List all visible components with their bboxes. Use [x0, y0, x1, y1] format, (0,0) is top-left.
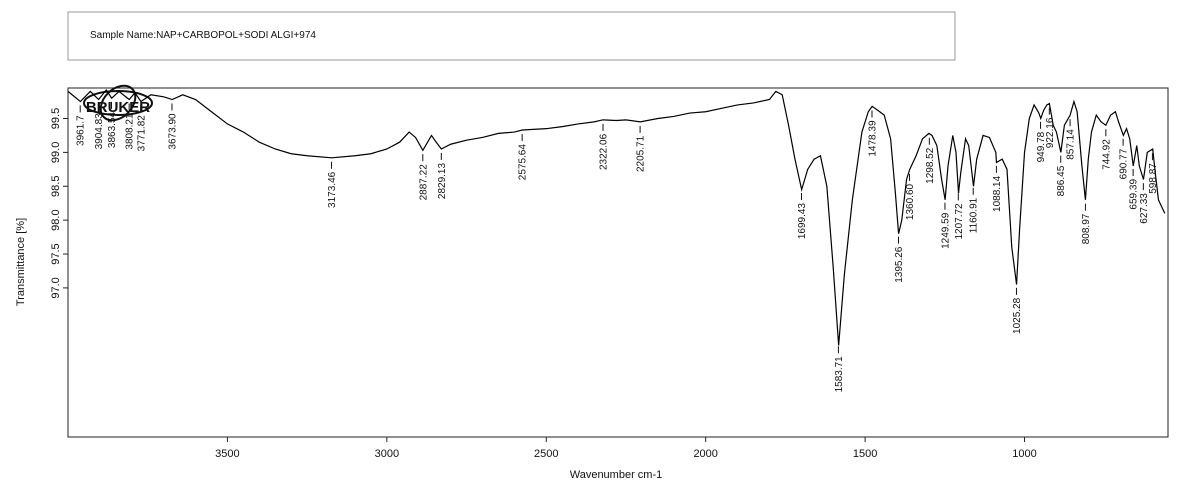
peak-label: 3863.54 [107, 111, 118, 148]
peak-label: 808.97 [1081, 213, 1092, 244]
peak-label: 690.77 [1119, 148, 1130, 179]
y-tick-label: 97.0 [50, 277, 62, 298]
peak-label: 1699.43 [797, 203, 808, 240]
peak-label: 949.78 [1036, 131, 1047, 162]
peak-label: 1395.26 [894, 246, 905, 283]
peak-label: 1298.52 [925, 147, 936, 184]
peak-label: 3808.21 [125, 113, 136, 150]
peak-label: 3771.82 [136, 115, 147, 152]
peak-label: 1207.72 [954, 203, 965, 240]
peak-label: 1360.60 [905, 184, 916, 221]
x-tick-label: 2000 [693, 448, 717, 460]
peak-label: 1249.59 [940, 212, 951, 249]
logo-ring [83, 90, 153, 116]
peak-label: 1583.71 [834, 356, 845, 393]
spectrum-line [67, 89, 1166, 346]
x-axis-label: Wavenumber cm-1 [570, 469, 663, 481]
peak-label: 3961.7 [76, 115, 87, 146]
sample-name: Sample Name:NAP+CARBOPOL+SODI ALGI+974 [90, 30, 316, 41]
peak-label: 744.92 [1101, 139, 1112, 170]
y-tick-label: 99.0 [50, 142, 62, 163]
peak-label: 2887.22 [418, 164, 429, 201]
peak-label: 598.87 [1148, 163, 1159, 194]
peak-label: 3904.83 [94, 113, 105, 150]
peak-label: 627.33 [1139, 193, 1150, 224]
x-tick-label: 3000 [375, 448, 399, 460]
peak-label: 3173.46 [327, 171, 338, 208]
x-tick-label: 2500 [534, 448, 558, 460]
peak-label: 1025.28 [1012, 297, 1023, 334]
plot-frame [67, 87, 1169, 438]
y-axis-label: Transmittance [%] [15, 218, 27, 306]
peak-label: 1160.91 [969, 197, 980, 233]
y-tick-label: 97.5 [50, 243, 62, 264]
peak-label: 659.39 [1129, 179, 1140, 210]
y-tick-label: 98.0 [50, 209, 62, 230]
logo: BRUKER [86, 99, 150, 116]
sample-box [67, 11, 956, 61]
y-tick-label: 98.5 [50, 176, 62, 197]
peak-label: 2205.71 [636, 135, 647, 172]
y-tick-label: 99.5 [50, 108, 62, 129]
x-tick-label: 1500 [853, 448, 877, 460]
peak-label: 857.14 [1066, 129, 1077, 160]
peak-label: 2322.06 [598, 133, 609, 170]
peak-label: 1478.39 [867, 120, 878, 157]
peak-label: 3673.90 [167, 113, 178, 150]
peak-label: 2829.13 [437, 163, 448, 200]
x-tick-label: 1000 [1012, 448, 1036, 460]
peak-label: 922.16 [1045, 117, 1056, 148]
x-tick-label: 3500 [215, 448, 239, 460]
peak-label: 1088.14 [992, 175, 1003, 212]
peak-label: 886.45 [1056, 165, 1067, 196]
peak-label: 2575.64 [518, 144, 529, 181]
